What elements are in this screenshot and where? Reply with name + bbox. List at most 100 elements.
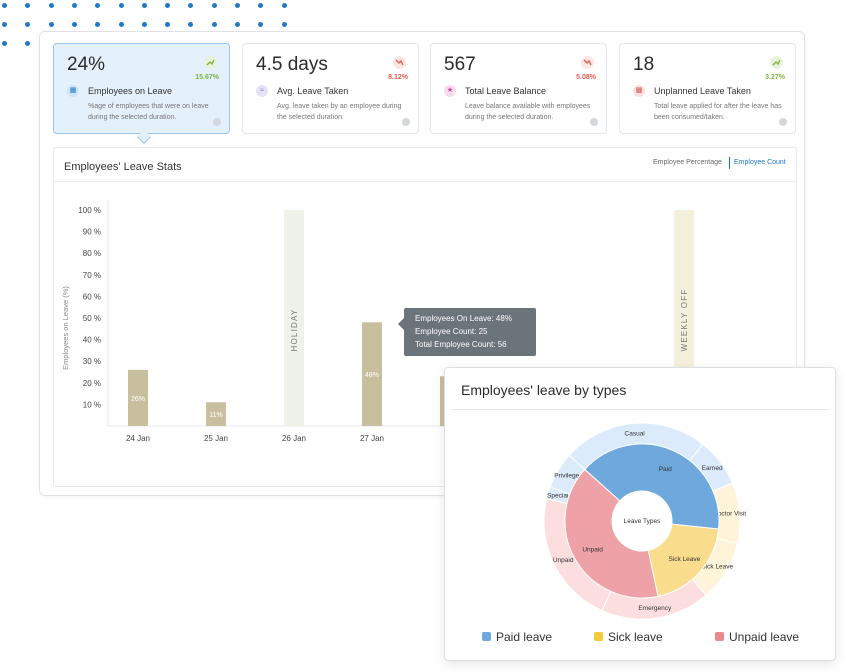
bar[interactable] xyxy=(128,369,148,426)
y-tick-label: 70 % xyxy=(83,271,101,280)
legend-unpaid-leave[interactable]: Unpaid leave xyxy=(715,630,799,644)
dot xyxy=(48,3,54,8)
kpi-value: 24% xyxy=(67,54,106,75)
kpi-card-unplanned-leave-taken[interactable]: 18 3.27% ▩ Unplanned Leave Taken Total l… xyxy=(619,43,796,134)
segment-label: Emergency xyxy=(638,605,672,612)
dot xyxy=(141,22,147,27)
dot xyxy=(25,41,31,46)
segment-label: Unpaid xyxy=(553,557,574,564)
dot xyxy=(188,3,194,8)
legend-swatch xyxy=(715,632,724,641)
kpi-description: Avg. leave taken by an employee during t… xyxy=(277,103,402,121)
dot xyxy=(141,3,147,8)
legend-sick-leave[interactable]: Sick leave xyxy=(594,630,663,644)
info-icon[interactable] xyxy=(213,118,221,126)
dot xyxy=(188,22,194,27)
leave-stats-title: Employees' Leave Stats xyxy=(64,161,182,173)
dot xyxy=(258,22,264,27)
x-tick-label: 26 Jan xyxy=(282,434,306,443)
dot xyxy=(165,22,171,27)
kpi-label: Avg. Leave Taken xyxy=(277,86,349,96)
calendar-icon: ▩ xyxy=(67,85,79,97)
dot xyxy=(211,3,217,8)
toggle-divider xyxy=(729,157,730,169)
dot xyxy=(25,22,31,27)
y-axis-label: Employees on Leave (%) xyxy=(61,286,70,370)
dot xyxy=(2,22,7,27)
trend-down-icon xyxy=(581,56,594,69)
dot xyxy=(2,41,7,46)
kpi-card-avg-leave-taken[interactable]: 4.5 days 8.12% ≈ Avg. Leave Taken Avg. l… xyxy=(242,43,419,134)
dot xyxy=(95,22,101,27)
segment-label: Casual xyxy=(625,430,646,437)
dot xyxy=(95,3,101,8)
info-icon[interactable] xyxy=(402,118,410,126)
kpi-label: Employees on Leave xyxy=(88,86,173,96)
dot xyxy=(118,22,124,27)
dashboard-panel: 24% 15.67% ▩ Employees on Leave %age of … xyxy=(39,31,805,496)
legend-paid-leave[interactable]: Paid leave xyxy=(482,630,552,644)
bar[interactable] xyxy=(362,322,382,426)
kpi-change: 15.67% xyxy=(195,74,219,81)
calendar-icon: ▩ xyxy=(633,85,645,97)
leave-types-title: Employees' leave by types xyxy=(461,382,627,398)
dot xyxy=(71,3,77,8)
kpi-description: Leave balance available with employees d… xyxy=(465,103,591,121)
donut-center xyxy=(612,491,672,551)
info-icon[interactable] xyxy=(590,118,598,126)
dot xyxy=(71,22,77,27)
y-tick-label: 20 % xyxy=(83,379,101,388)
info-icon[interactable] xyxy=(779,118,787,126)
y-tick-label: 80 % xyxy=(83,249,101,258)
y-tick-label: 100 % xyxy=(78,206,101,215)
dot xyxy=(118,3,124,8)
bar[interactable] xyxy=(206,402,226,426)
segment-label: Earned xyxy=(702,465,723,472)
x-tick-label: 25 Jan xyxy=(204,434,228,443)
kpi-value: 18 xyxy=(633,54,655,75)
y-tick-label: 30 % xyxy=(83,357,101,366)
leave-types-card: Employees' leave by types Casual Earned Do… xyxy=(444,367,836,661)
dot xyxy=(281,3,287,8)
decorative-dots xyxy=(0,0,300,70)
kpi-card-total-leave-balance[interactable]: 567 5.08% ★ Total Leave Balance Leave ba… xyxy=(430,43,607,134)
bar-label: 48% xyxy=(365,372,379,379)
bar-label: 11% xyxy=(209,412,223,419)
kpi-value: 4.5 days xyxy=(256,54,328,75)
legend-label: Unpaid leave xyxy=(729,630,800,644)
divider xyxy=(54,181,796,182)
dot xyxy=(258,3,264,8)
x-tick-label: 27 Jan xyxy=(360,434,384,443)
toggle-employee-count[interactable]: Employee Count xyxy=(734,159,786,166)
kpi-label: Unplanned Leave Taken xyxy=(654,86,751,96)
y-tick-label: 40 % xyxy=(83,336,101,345)
tooltip-line: Employee Count: 25 xyxy=(415,327,488,336)
y-tick-label: 90 % xyxy=(83,228,101,237)
tooltip-line: Total Employee Count: 56 xyxy=(415,340,507,349)
segment-label: Unpaid xyxy=(582,547,603,554)
kpi-label: Total Leave Balance xyxy=(465,86,547,96)
kpi-change: 3.27% xyxy=(765,74,785,81)
dot xyxy=(165,3,171,8)
bar-label: 26% xyxy=(131,396,145,403)
dot xyxy=(25,3,31,8)
toggle-employee-percentage[interactable]: Employee Percentage xyxy=(653,159,722,166)
kpi-card-employees-on-leave[interactable]: 24% 15.67% ▩ Employees on Leave %age of … xyxy=(53,43,230,134)
leave-types-donut: Casual Earned Doctor Visit Sick Leave Emerge… xyxy=(543,422,746,620)
kpi-change: 8.12% xyxy=(388,74,408,81)
dot xyxy=(235,22,240,27)
segment-label: Special xyxy=(547,493,569,500)
chart-tooltip: Employees On Leave: 48% Employee Count: … xyxy=(398,308,536,356)
trend-down-icon xyxy=(393,56,406,69)
kpi-change: 5.08% xyxy=(576,74,596,81)
segment-label: Paid xyxy=(659,466,672,473)
star-icon: ★ xyxy=(444,85,456,97)
marker-label: WEEKLY OFF xyxy=(680,289,689,352)
kpi-value: 567 xyxy=(444,54,476,75)
segment-label: Sick Leave xyxy=(668,556,700,563)
kpi-description: Total leave applied for after the leave … xyxy=(654,103,782,121)
y-tick-label: 60 % xyxy=(83,292,101,301)
x-tick-label: 24 Jan xyxy=(126,434,150,443)
marker-label: HOLIDAY xyxy=(290,309,299,352)
donut-center-label: Leave Types xyxy=(624,518,661,525)
